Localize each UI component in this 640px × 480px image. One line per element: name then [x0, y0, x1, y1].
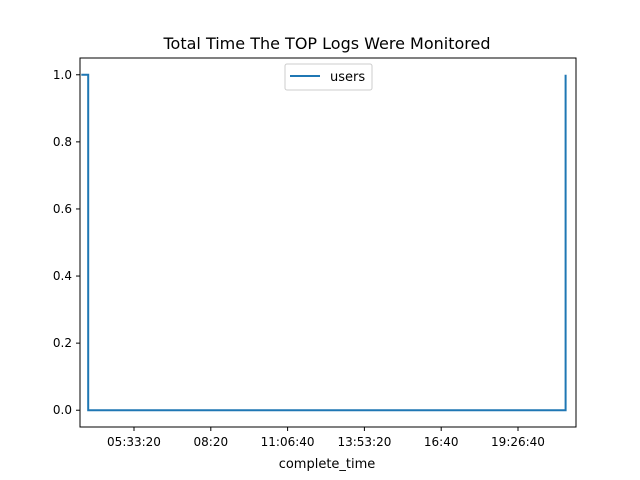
x-tick-label: 11:06:40 [261, 435, 315, 449]
x-axis: 05:33:20 08:20 11:06:40 13:53:20 16:40 19:26:… [107, 427, 545, 449]
x-tick-label: 13:53:20 [337, 435, 391, 449]
series-line-users [81, 73, 567, 412]
x-axis-label: complete_time [279, 457, 376, 472]
chart-title: Total Time The TOP Logs Were Monitored [163, 34, 491, 53]
plot-frame [79, 57, 577, 428]
y-tick-label: 0.8 [53, 135, 72, 149]
x-tick-label: 08:20 [194, 435, 229, 449]
legend: users [284, 63, 373, 91]
plot-area [79, 57, 577, 428]
series-layer [81, 73, 567, 412]
y-tick-label: 0.0 [53, 403, 72, 417]
y-tick-label: 0.6 [53, 202, 72, 216]
x-tick-label: 19:26:40 [491, 435, 545, 449]
x-tick-label: 05:33:20 [107, 435, 161, 449]
y-axis: 0.0 0.2 0.4 0.6 0.8 1.0 [53, 68, 80, 417]
legend-label-users: users [330, 70, 365, 85]
legend-box [284, 63, 373, 91]
y-tick-label: 0.2 [53, 336, 72, 350]
y-tick-label: 0.4 [53, 269, 72, 283]
x-tick-label: 16:40 [424, 435, 459, 449]
y-tick-label: 1.0 [53, 68, 72, 82]
